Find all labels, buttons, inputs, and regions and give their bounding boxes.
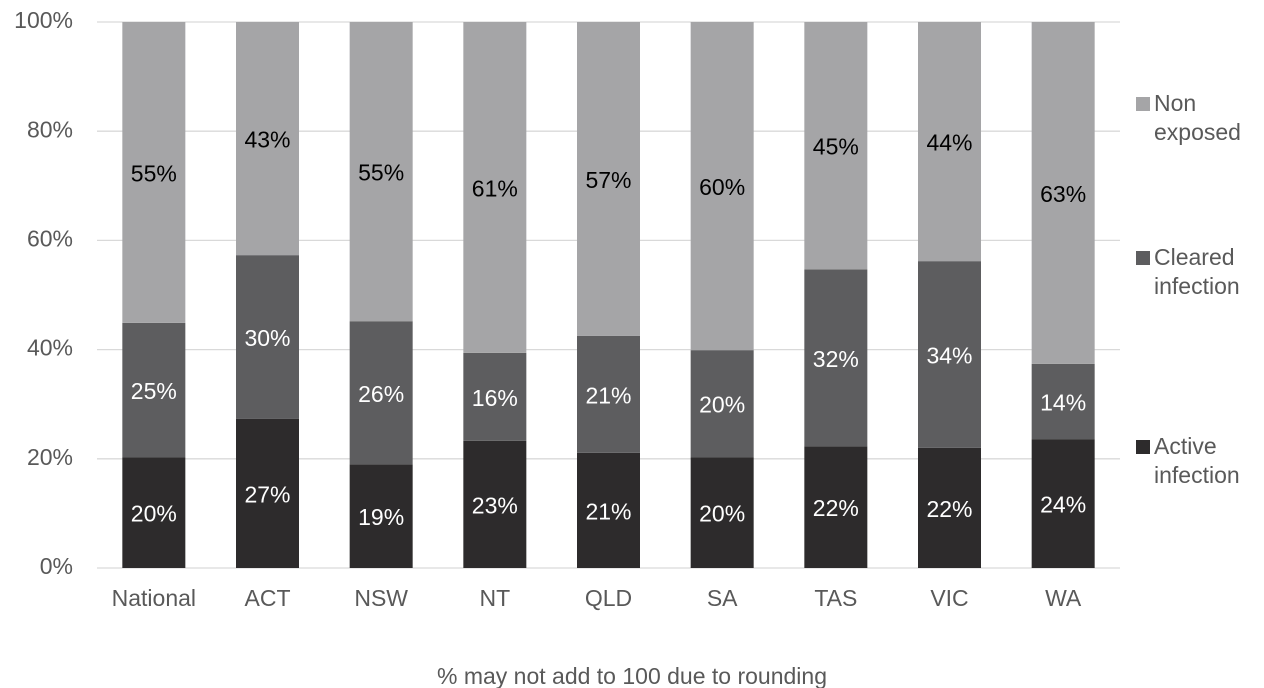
x-tick-label: TAS bbox=[814, 585, 857, 611]
data-label: 26% bbox=[358, 381, 404, 407]
x-tick-label: VIC bbox=[930, 585, 968, 611]
legend-label: Cleared infection bbox=[1154, 244, 1240, 299]
legend-label: Active infection bbox=[1154, 433, 1240, 488]
bar-segment bbox=[122, 22, 186, 323]
bar-segment bbox=[236, 255, 299, 419]
bar-segment bbox=[1031, 22, 1095, 364]
legend-item: Active infection bbox=[1136, 432, 1264, 490]
bar-segment bbox=[918, 447, 981, 568]
bar-segment bbox=[1031, 439, 1095, 568]
bar-segment bbox=[122, 457, 186, 568]
data-label: 24% bbox=[1040, 492, 1086, 518]
bar-segment bbox=[690, 457, 754, 568]
bar-segment bbox=[122, 322, 186, 458]
data-label: 34% bbox=[926, 343, 972, 369]
bar-segment bbox=[349, 22, 413, 322]
legend-swatch bbox=[1136, 97, 1150, 111]
bar-segment bbox=[577, 22, 640, 336]
legend-swatch bbox=[1136, 440, 1150, 454]
data-label: 16% bbox=[472, 385, 518, 411]
bar-segment bbox=[577, 335, 640, 453]
x-tick-label: NSW bbox=[354, 585, 408, 611]
bar-segment bbox=[690, 350, 754, 458]
x-tick-label: QLD bbox=[585, 585, 632, 611]
x-tick-label: NT bbox=[479, 585, 510, 611]
data-label: 30% bbox=[244, 325, 290, 351]
data-label: 55% bbox=[358, 160, 404, 186]
bar-segment bbox=[463, 22, 527, 353]
bar-segment bbox=[918, 22, 981, 262]
data-label: 45% bbox=[813, 134, 859, 160]
legend-swatch bbox=[1136, 251, 1150, 265]
data-label: 25% bbox=[131, 378, 177, 404]
data-label: 21% bbox=[585, 382, 631, 408]
data-label: 20% bbox=[699, 501, 745, 527]
legend-item: Non exposed bbox=[1136, 89, 1264, 147]
data-label: 43% bbox=[244, 127, 290, 153]
bar-segment bbox=[918, 261, 981, 448]
bar-segment bbox=[1031, 363, 1095, 440]
y-tick-label: 80% bbox=[27, 116, 73, 142]
data-label: 23% bbox=[472, 492, 518, 518]
data-label: 55% bbox=[131, 161, 177, 187]
bar-segment bbox=[349, 464, 413, 568]
x-tick-label: SA bbox=[707, 585, 738, 611]
y-tick-label: 40% bbox=[27, 335, 73, 361]
legend-label: Non exposed bbox=[1154, 90, 1241, 145]
data-label: 22% bbox=[813, 495, 859, 521]
data-label: 20% bbox=[699, 392, 745, 418]
bar-segment bbox=[236, 418, 299, 568]
footnote: % may not add to 100 due to rounding bbox=[437, 663, 827, 688]
x-tick-label: WA bbox=[1045, 585, 1082, 611]
y-tick-label: 0% bbox=[40, 553, 73, 579]
y-tick-label: 20% bbox=[27, 444, 73, 470]
bar-segment bbox=[577, 452, 640, 568]
data-label: 27% bbox=[244, 482, 290, 508]
data-label: 32% bbox=[813, 346, 859, 372]
bar-segment bbox=[463, 352, 527, 441]
bar-segment bbox=[804, 22, 868, 270]
data-label: 20% bbox=[131, 501, 177, 527]
y-tick-label: 100% bbox=[14, 7, 73, 33]
bar-segment bbox=[690, 22, 754, 351]
data-label: 63% bbox=[1040, 181, 1086, 207]
legend-item: Cleared infection bbox=[1136, 243, 1264, 301]
data-label: 22% bbox=[926, 496, 972, 522]
data-label: 61% bbox=[472, 176, 518, 202]
data-label: 21% bbox=[585, 498, 631, 524]
data-label: 60% bbox=[699, 174, 745, 200]
bar-segment bbox=[349, 321, 413, 465]
bar-segment bbox=[804, 269, 868, 447]
x-tick-label: ACT bbox=[245, 585, 291, 611]
bar-segment bbox=[804, 446, 868, 568]
data-label: 57% bbox=[585, 167, 631, 193]
data-label: 19% bbox=[358, 504, 404, 530]
y-tick-label: 60% bbox=[27, 225, 73, 251]
x-tick-label: National bbox=[112, 585, 196, 611]
data-label: 44% bbox=[926, 130, 972, 156]
data-label: 14% bbox=[1040, 390, 1086, 416]
bar-segment bbox=[463, 440, 527, 568]
bar-segment bbox=[236, 22, 299, 256]
